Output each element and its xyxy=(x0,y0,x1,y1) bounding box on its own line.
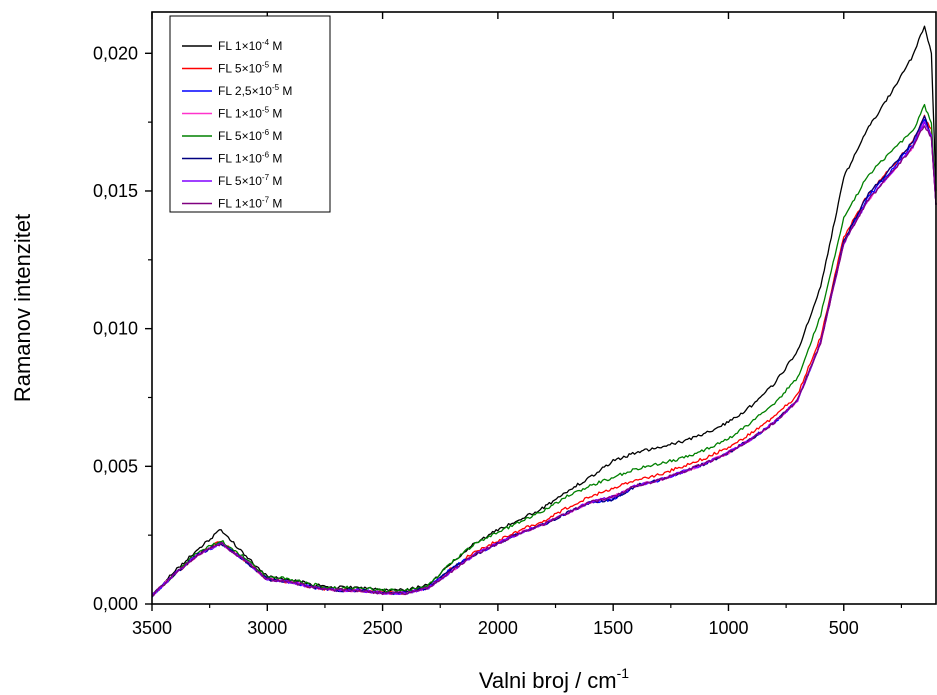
y-axis-title: Ramanov intenzitet xyxy=(10,214,35,402)
legend-entry-unit: M xyxy=(279,84,292,98)
legend-entry-exponent: -5 xyxy=(262,106,270,115)
x-tick-label: 1000 xyxy=(708,618,748,638)
x-tick-label: 1500 xyxy=(593,618,633,638)
legend-entry-unit: M xyxy=(269,129,282,143)
series-layer xyxy=(151,25,937,598)
legend-entry-unit: M xyxy=(269,107,282,121)
legend-entry-exponent: -7 xyxy=(262,173,270,182)
legend-entry-name: FL 2,5×10 xyxy=(218,84,272,98)
legend-entry-unit: M xyxy=(269,62,282,76)
legend-entry: FL 5×10-5 M xyxy=(218,61,282,76)
x-axis-title: Valni broj / cm-1 xyxy=(479,665,629,693)
x-axis-title-superscript: -1 xyxy=(617,665,630,681)
series-line xyxy=(151,103,937,595)
legend-entry-unit: M xyxy=(269,174,282,188)
x-tick-label: 2500 xyxy=(363,618,403,638)
legend-entry-name: FL 1×10 xyxy=(218,39,262,53)
legend-entry-exponent: -5 xyxy=(272,83,280,92)
y-tick-label: 0,010 xyxy=(93,319,138,339)
legend-entry: FL 2,5×10-5 M xyxy=(218,83,292,98)
legend: FL 1×10-4 MFL 5×10-5 MFL 2,5×10-5 MFL 1×… xyxy=(169,15,331,213)
y-tick-label: 0,015 xyxy=(93,181,138,201)
legend-entry-exponent: -7 xyxy=(262,196,270,205)
y-axis: 0,000 0,005 0,010 0,015 0,020 xyxy=(93,43,152,614)
series-line xyxy=(151,25,937,596)
x-axis-title-text: Valni broj / cm xyxy=(479,668,617,693)
legend-entry: FL 1×10-7 M xyxy=(218,196,282,211)
legend-entry-exponent: -5 xyxy=(262,61,270,70)
y-tick-label: 0,020 xyxy=(93,43,138,63)
legend-entry-name: FL 1×10 xyxy=(218,107,262,121)
x-axis: 3500 3000 2500 2000 1500 1000 500 xyxy=(132,12,903,638)
legend-entry-unit: M xyxy=(269,39,282,53)
y-tick-label: 0,005 xyxy=(93,456,138,476)
legend-entry-name: FL 5×10 xyxy=(218,62,262,76)
legend-entry-exponent: -4 xyxy=(262,38,270,47)
y-tick-label: 0,000 xyxy=(93,594,138,614)
x-tick-label: 500 xyxy=(829,618,859,638)
legend-entry: FL 5×10-6 M xyxy=(218,128,282,143)
x-tick-label: 3000 xyxy=(247,618,287,638)
legend-entry: FL 5×10-7 M xyxy=(218,173,282,188)
legend-entry-name: FL 5×10 xyxy=(218,129,262,143)
x-tick-label: 3500 xyxy=(132,618,172,638)
legend-entry-unit: M xyxy=(269,152,282,166)
legend-entry-exponent: -6 xyxy=(262,128,270,137)
legend-entry: FL 1×10-4 M xyxy=(218,38,282,53)
x-tick-label: 2000 xyxy=(478,618,518,638)
legend-entry: FL 1×10-6 M xyxy=(218,151,282,166)
plot-frame xyxy=(151,11,937,605)
legend-entry-name: FL 1×10 xyxy=(218,197,262,211)
legend-entry-exponent: -6 xyxy=(262,151,270,160)
legend-entry: FL 1×10-5 M xyxy=(218,106,282,121)
series-line xyxy=(151,125,937,597)
legend-entry-name: FL 5×10 xyxy=(218,174,262,188)
legend-entry-unit: M xyxy=(269,197,282,211)
legend-entry-name: FL 1×10 xyxy=(218,152,262,166)
